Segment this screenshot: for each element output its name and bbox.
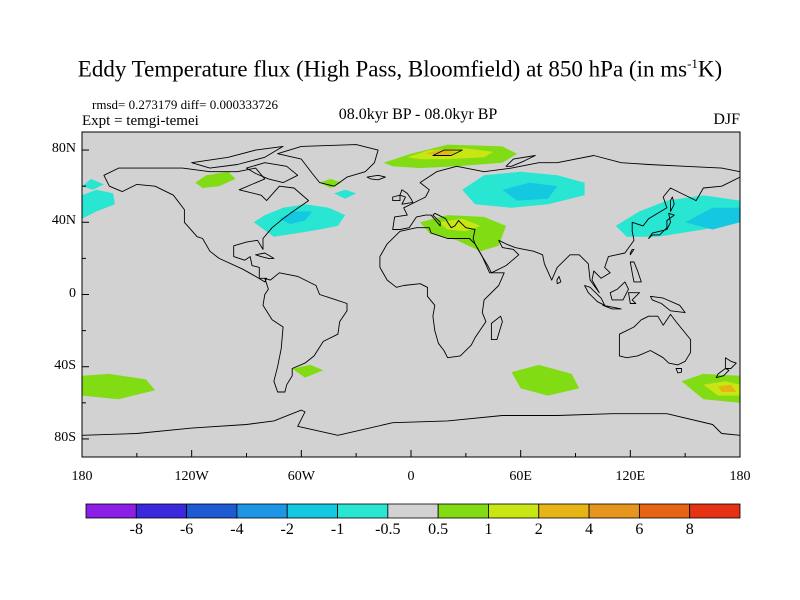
colorbar-swatch — [286, 503, 338, 519]
colorbar-label: -1 — [330, 521, 345, 538]
colorbar — [85, 503, 741, 519]
colorbar-label: -8 — [129, 521, 143, 538]
coast-eurasia — [392, 155, 740, 294]
x-axis-label: 60E — [509, 469, 532, 484]
anomaly-s-indian — [511, 364, 580, 396]
anomaly-eurasia-mid — [502, 182, 558, 201]
anomaly-n-atlantic — [334, 189, 357, 199]
colorbar-swatch — [85, 503, 137, 519]
anomaly-s-atlantic — [292, 364, 324, 378]
coast-africa — [379, 227, 505, 359]
coast-taiwan — [629, 248, 635, 256]
coast-madagascar — [490, 315, 503, 341]
colorbar-swatch — [135, 503, 188, 519]
coast-south-america — [262, 272, 348, 393]
coast-svalbard — [432, 149, 463, 156]
colorbar-swatch — [387, 503, 439, 519]
coast-java — [602, 304, 622, 310]
anomaly-bering — [82, 178, 104, 190]
colorbar-swatch — [538, 503, 590, 519]
coastlines — [82, 144, 740, 457]
coast-japan — [648, 212, 675, 239]
plot-title: Eddy Temperature flux (High Pass, Bloomf… — [77, 56, 723, 82]
stats-line: rmsd= 0.273179 diff= 0.000333726 — [92, 97, 278, 112]
map-field — [82, 132, 740, 457]
x-axis-label: 180 — [729, 469, 751, 484]
coast-philippines — [629, 261, 642, 283]
colorbar-swatch — [689, 503, 741, 519]
colorbar-swatch — [638, 503, 691, 519]
coast-greenland — [277, 144, 379, 187]
x-axis-label: 60W — [287, 469, 315, 484]
y-axis-label: 40S — [54, 357, 76, 373]
colorbar-swatch — [337, 503, 389, 519]
coast-baffin — [246, 162, 299, 184]
y-axis-label: 80N — [51, 141, 76, 157]
colorbar-label: 6 — [635, 521, 644, 538]
anomaly-s-australia-high — [718, 384, 737, 392]
colorbar-swatch — [186, 503, 238, 519]
colorbar-label: -2 — [280, 521, 294, 538]
coast-north-america — [103, 167, 310, 283]
coast-australia — [618, 313, 692, 366]
coast-new-guinea — [649, 295, 686, 314]
anomaly-w-atlantic-mid — [279, 211, 313, 225]
coast-cuba — [255, 252, 275, 259]
season-label: DJF — [713, 111, 740, 128]
coast-new-zealand — [724, 357, 737, 369]
colorbar-label: -0.5 — [375, 521, 401, 538]
colorbar-label: -6 — [179, 521, 194, 538]
anomaly-canada — [195, 171, 236, 188]
experiment-label: Expt = temgi-temei — [82, 113, 199, 129]
coast-ireland — [392, 194, 401, 202]
coast-canadian-islands — [191, 145, 284, 169]
x-axis-label: 120W — [174, 469, 209, 484]
y-axis-label: 80S — [54, 429, 76, 445]
anomaly-nw-pacific-mid — [685, 207, 740, 230]
axis-ticks — [81, 149, 741, 457]
coast-sri-lanka — [556, 275, 562, 285]
colorbar-label: 0.5 — [428, 521, 449, 538]
colorbar-label: 4 — [585, 521, 594, 538]
colorbar-label: -4 — [230, 521, 244, 538]
period-label: 08.0kyr BP - 08.0kyr BP — [338, 106, 498, 123]
anomaly-ne-pacific — [82, 189, 115, 219]
coast-sakhalin — [670, 196, 675, 212]
y-axis-label: 40N — [51, 213, 76, 229]
x-axis-label: 180 — [71, 469, 93, 484]
colorbar-swatch — [236, 503, 288, 519]
coast-sulawesi — [628, 292, 640, 304]
coast-new-zealand-s — [715, 368, 730, 379]
x-axis-label: 120E — [615, 469, 646, 484]
coast-antarctica — [82, 409, 740, 457]
coast-borneo — [609, 281, 629, 301]
colorbar-label: 8 — [685, 521, 694, 538]
colorbar-swatch — [488, 503, 540, 519]
anomaly-shading — [82, 144, 740, 403]
anomaly-greenland-s — [319, 178, 342, 188]
coast-novaya-zemlya — [505, 155, 536, 167]
anomaly-arctic-high — [425, 150, 457, 156]
colorbar-label: 1 — [484, 521, 493, 538]
colorbar-label: 2 — [534, 521, 543, 538]
coast-britain — [399, 189, 414, 205]
coast-tasmania — [675, 368, 682, 374]
coast-iceland — [366, 174, 386, 181]
colorbar-swatch — [437, 503, 489, 519]
map-background — [82, 132, 740, 457]
anomaly-s-pacific — [82, 373, 156, 400]
x-axis-label: 0 — [407, 469, 415, 484]
colorbar-swatch — [588, 503, 640, 519]
y-axis-label: 0 — [69, 285, 76, 301]
